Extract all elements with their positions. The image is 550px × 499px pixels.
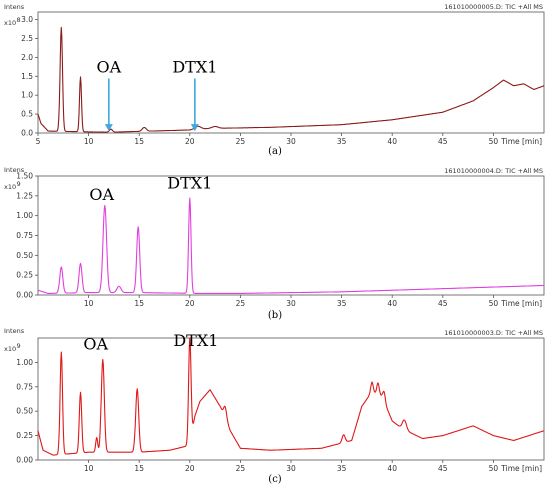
y-exponent: x10	[4, 19, 16, 27]
y-tick-label: 1.00	[16, 211, 33, 220]
y-tick-label: 0.75	[16, 231, 33, 240]
y-tick-label: 1.50	[16, 172, 33, 181]
x-tick-label: 10	[84, 137, 94, 146]
chart-header: 161010000003.D: TIC +All MS	[444, 329, 543, 337]
x-axis-label: Time [min]	[500, 137, 542, 146]
y-axis-title: Intens	[4, 166, 25, 174]
x-tick-label: 25	[236, 299, 246, 308]
x-tick-label: 15	[134, 137, 144, 146]
tic-trace-line	[37, 197, 545, 294]
x-tick-label: 45	[438, 137, 448, 146]
y-tick-label: 0.00	[16, 291, 33, 300]
y-tick-label: 3.0	[21, 15, 33, 24]
x-tick-label: 10	[84, 464, 94, 473]
chromatogram-panel-0: 161010000005.D: TIC +All MS Intens x10 8 0.0…	[4, 3, 545, 157]
y-tick-label: 0.50	[16, 251, 33, 260]
tic-trace-line	[37, 337, 545, 456]
plot-frame	[37, 337, 545, 461]
y-tick-label: 0.0	[21, 129, 33, 138]
x-tick-label: 10	[84, 299, 94, 308]
y-tick-label: 0.75	[16, 382, 33, 391]
x-tick-label: 50	[489, 464, 499, 473]
x-tick-label: 35	[337, 464, 347, 473]
y-axis-title: Intens	[4, 327, 25, 335]
x-tick-label: 45	[438, 299, 448, 308]
x-tick-label: 15	[134, 464, 144, 473]
chart-header: 161010000005.D: TIC +All MS	[444, 3, 543, 11]
x-tick-label: 20	[185, 464, 195, 473]
x-tick-label: 50	[489, 137, 499, 146]
panel-caption: (b)	[268, 310, 282, 321]
y-tick-label: 0.25	[16, 271, 33, 280]
y-exponent-power: 9	[17, 342, 21, 350]
x-tick-label: 40	[387, 137, 397, 146]
panel-caption: (a)	[268, 146, 282, 157]
chromatogram-panel-2: 161010000003.D: TIC +All MS Intens x10 9 0.0…	[4, 327, 545, 485]
x-tick-label: 20	[185, 299, 195, 308]
chart-header: 161010000004.D: TIC +All MS	[444, 167, 543, 175]
peak-label: OA	[83, 335, 108, 354]
y-axis-title: Intens	[4, 3, 25, 11]
x-tick-label: 15	[134, 299, 144, 308]
x-tick-label: 35	[337, 299, 347, 308]
peak-label: OA	[89, 185, 114, 204]
tic-trace-line	[37, 26, 545, 133]
annotation-arrow-head	[104, 124, 113, 132]
x-tick-label: 25	[236, 464, 246, 473]
chromatogram-panel-1: 161010000004.D: TIC +All MS Intens x10 9 0.0…	[4, 166, 545, 321]
panel-caption: (c)	[268, 474, 282, 485]
y-tick-label: 0.50	[16, 407, 33, 416]
y-tick-label: 1.5	[21, 72, 33, 81]
annotation-arrow-head	[190, 124, 199, 132]
y-tick-label: 1.25	[16, 191, 33, 200]
peak-label: OA	[97, 58, 122, 77]
y-tick-label: 1.00	[16, 358, 33, 367]
y-exponent-power: 9	[17, 180, 21, 188]
peak-label: DTX1	[167, 174, 212, 193]
peak-label: DTX1	[173, 331, 218, 350]
x-tick-label: 40	[387, 464, 397, 473]
x-tick-label: 45	[438, 464, 448, 473]
y-tick-label: 0.25	[16, 431, 33, 440]
x-tick-label: 30	[286, 137, 296, 146]
x-axis-label: Time [min]	[500, 299, 542, 308]
x-axis-label: Time [min]	[500, 464, 542, 473]
y-exponent: x10	[4, 345, 16, 353]
peak-label: DTX1	[172, 58, 217, 77]
x-tick-label: 50	[489, 299, 499, 308]
y-tick-label: 2.0	[21, 53, 33, 62]
x-tick-label: 5	[36, 137, 41, 146]
x-tick-label: 40	[387, 299, 397, 308]
y-tick-label: 0.5	[21, 110, 33, 119]
y-exponent: x10	[4, 183, 16, 191]
x-tick-label: 30	[286, 299, 296, 308]
y-tick-label: 0.00	[16, 456, 33, 465]
x-tick-label: 20	[185, 137, 195, 146]
y-tick-label: 1.0	[21, 91, 33, 100]
y-tick-label: 2.5	[21, 34, 33, 43]
x-tick-label: 25	[236, 137, 246, 146]
x-tick-label: 35	[337, 137, 347, 146]
y-exponent-power: 8	[17, 16, 21, 24]
x-tick-label: 30	[286, 464, 296, 473]
